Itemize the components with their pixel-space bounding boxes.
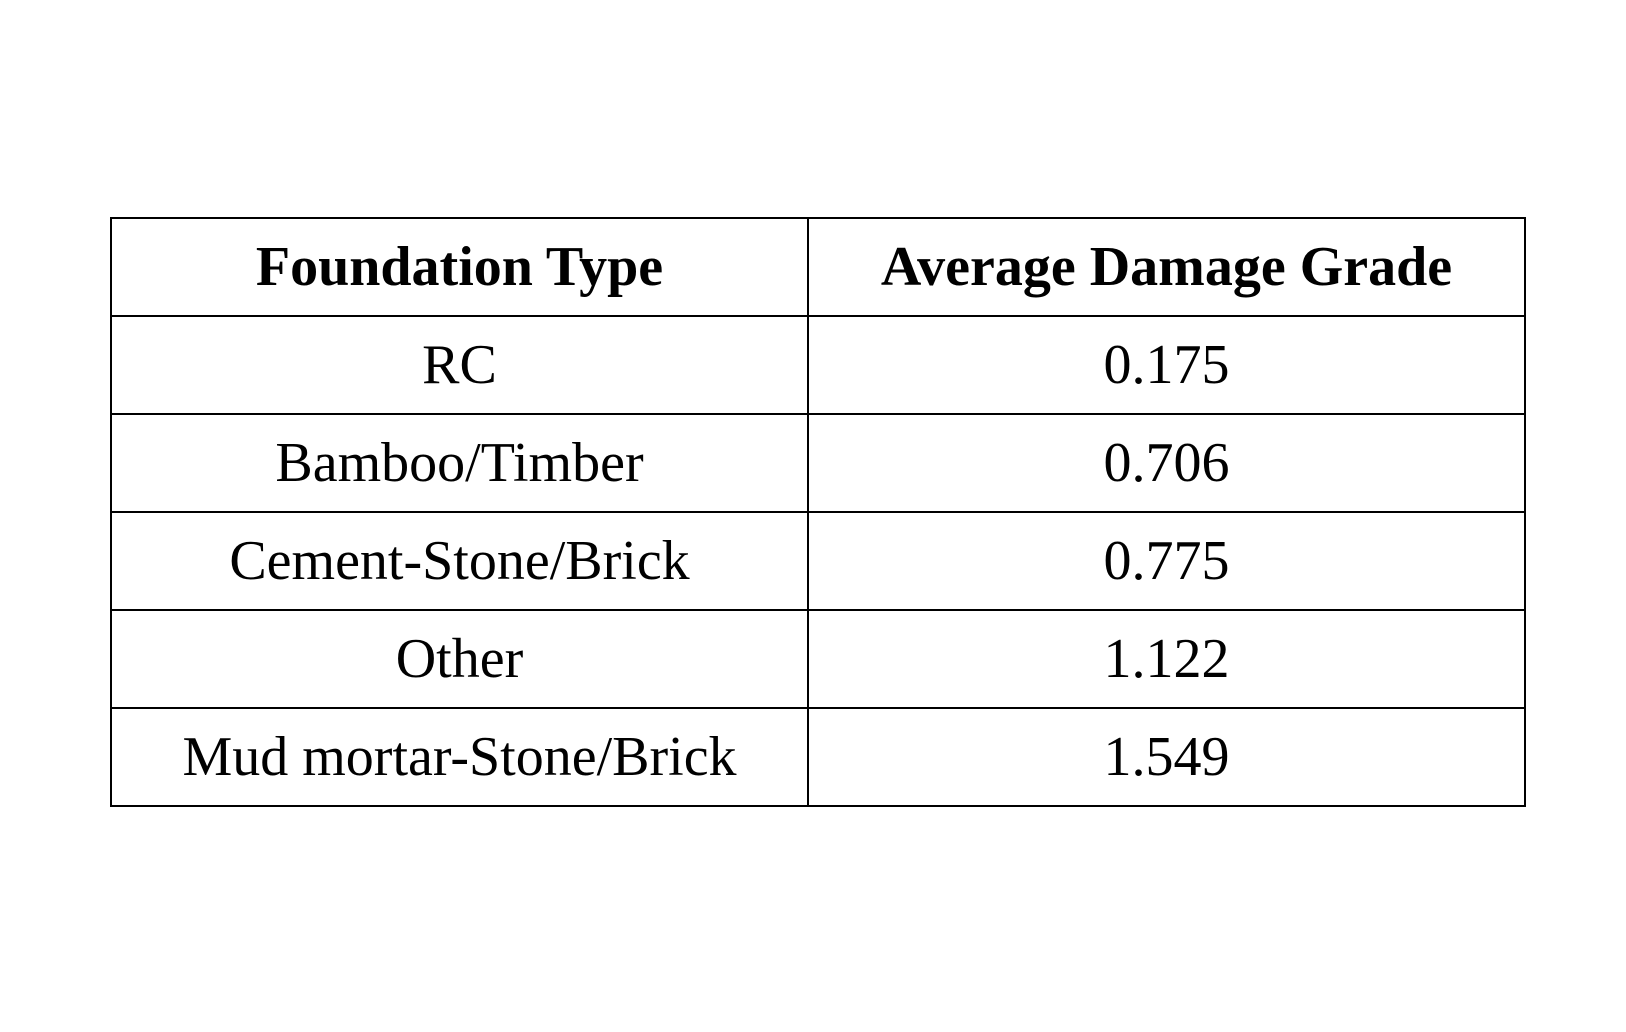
average-damage-grade-cell: 0.706 — [807, 413, 1526, 513]
data-table: Foundation Type Average Damage Grade RC … — [110, 217, 1526, 807]
foundation-type-cell: Bamboo/Timber — [110, 413, 809, 513]
table-row: Cement-Stone/Brick 0.775 — [110, 511, 1526, 611]
table-row: Mud mortar-Stone/Brick 1.549 — [110, 707, 1526, 807]
table-header-row: Foundation Type Average Damage Grade — [110, 217, 1526, 317]
table-row: Bamboo/Timber 0.706 — [110, 413, 1526, 513]
foundation-type-cell: Other — [110, 609, 809, 709]
column-header-average-damage-grade: Average Damage Grade — [807, 217, 1526, 317]
table-row: RC 0.175 — [110, 315, 1526, 415]
average-damage-grade-cell: 0.175 — [807, 315, 1526, 415]
average-damage-grade-cell: 1.122 — [807, 609, 1526, 709]
foundation-type-cell: RC — [110, 315, 809, 415]
table-container: Foundation Type Average Damage Grade RC … — [110, 217, 1526, 807]
table-row: Other 1.122 — [110, 609, 1526, 709]
foundation-type-cell: Cement-Stone/Brick — [110, 511, 809, 611]
average-damage-grade-cell: 1.549 — [807, 707, 1526, 807]
column-header-foundation-type: Foundation Type — [110, 217, 809, 317]
foundation-type-cell: Mud mortar-Stone/Brick — [110, 707, 809, 807]
average-damage-grade-cell: 0.775 — [807, 511, 1526, 611]
